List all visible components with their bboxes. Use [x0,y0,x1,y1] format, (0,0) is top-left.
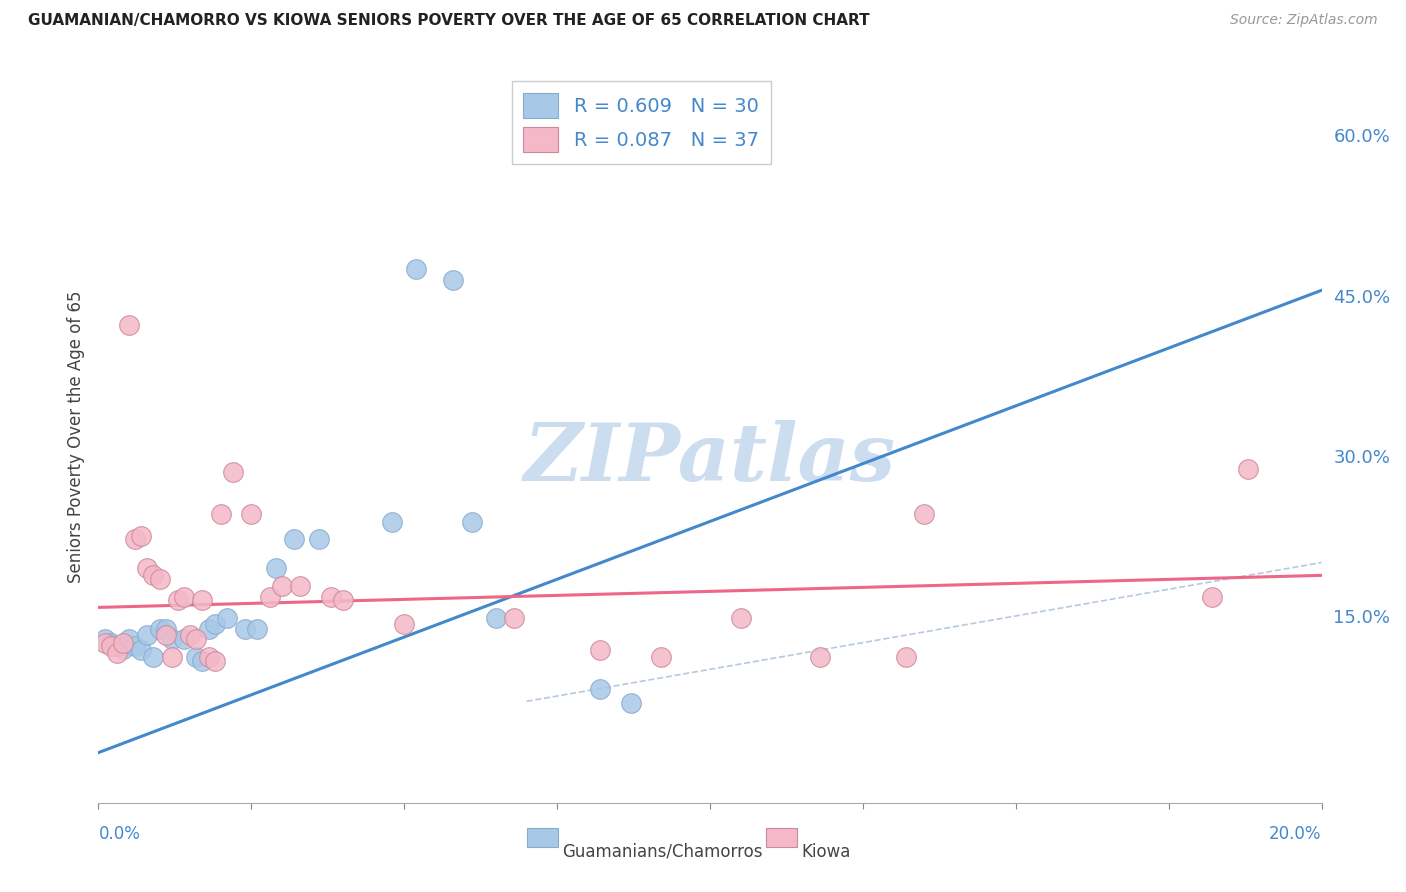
Point [105,639,128,653]
Point [105,646,128,660]
Point [118,318,141,333]
Point [894,649,917,664]
Point [503,611,526,625]
Point [589,681,612,696]
Point [619,697,641,711]
Point [160,649,183,664]
Text: Guamanians/Chamorros: Guamanians/Chamorros [562,843,763,861]
Point [222,465,245,479]
Point [142,568,165,582]
Text: GUAMANIAN/CHAMORRO VS KIOWA SENIORS POVERTY OVER THE AGE OF 65 CORRELATION CHART: GUAMANIAN/CHAMORRO VS KIOWA SENIORS POVE… [28,13,870,29]
Point [204,654,226,668]
Point [381,515,404,529]
Point [912,508,935,522]
Point [441,272,464,286]
Point [136,628,159,642]
Point [129,643,152,657]
Point [240,508,263,522]
Point [332,593,354,607]
Point [179,628,201,642]
Point [111,635,134,649]
Point [308,532,330,546]
Point [142,649,165,664]
Point [155,622,177,636]
Point [155,628,177,642]
Y-axis label: Seniors Poverty Over the Age of 65: Seniors Poverty Over the Age of 65 [66,291,84,583]
Point [173,632,195,647]
Point [392,617,416,632]
Point [246,622,269,636]
Text: 0.0%: 0.0% [98,825,141,843]
Legend: R = 0.609   N = 30, R = 0.087   N = 37: R = 0.609 N = 30, R = 0.087 N = 37 [512,81,770,164]
Point [124,639,146,653]
Point [186,649,208,664]
Point [283,532,305,546]
Point [319,590,342,604]
Point [100,639,122,653]
Point [1201,590,1223,604]
Point [124,532,146,546]
Point [1237,461,1260,475]
Point [233,622,256,636]
Point [264,561,287,575]
Text: Source: ZipAtlas.com: Source: ZipAtlas.com [1230,13,1378,28]
Bar [766,828,797,847]
Point [129,529,152,543]
Point [136,561,159,575]
Point [93,635,115,649]
Point [197,649,219,664]
Text: 20.0%: 20.0% [1270,825,1322,843]
Point [149,572,172,586]
Bar [527,828,558,847]
Point [259,590,281,604]
Point [197,622,219,636]
Point [215,611,238,625]
Point [485,611,508,625]
Point [270,579,292,593]
Text: ZIPatlas: ZIPatlas [524,420,896,498]
Point [589,643,612,657]
Point [160,632,183,647]
Point [167,593,190,607]
Point [186,632,208,647]
Point [173,590,195,604]
Text: Kiowa: Kiowa [801,843,851,861]
Point [730,611,752,625]
Point [118,632,141,647]
Point [209,508,232,522]
Point [650,649,672,664]
Point [149,622,172,636]
Point [93,632,115,647]
Point [111,642,134,657]
Point [290,579,312,593]
Point [460,515,482,529]
Point [405,261,427,276]
Point [808,649,831,664]
Point [191,593,214,607]
Point [100,635,122,649]
Point [204,617,226,632]
Point [191,654,214,668]
